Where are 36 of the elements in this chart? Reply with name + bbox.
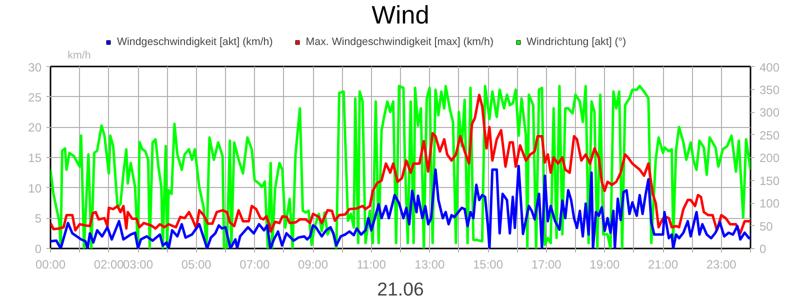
y2-tick-label: 50 [760, 219, 774, 234]
x-tick-label: 21:00 [648, 258, 678, 272]
y2-tick-label: 0 [760, 242, 766, 256]
x-tick-label: 03:00 [122, 258, 154, 272]
y-tick-label: 0 [34, 242, 42, 256]
y2-tick-label: 300 [760, 106, 780, 120]
y-axis-title: km/h [68, 50, 91, 62]
x-tick-label: 05:00 [181, 258, 212, 272]
y2-tick-label: 350 [760, 82, 780, 97]
x-tick-label: 17:00 [531, 258, 562, 272]
y2-tick-label: 400 [760, 60, 780, 74]
y-tick-label: 30 [28, 60, 42, 74]
y2-tick-label: 250 [760, 128, 780, 142]
x-tick-label: 02:00 [94, 258, 124, 272]
x-tick-label: 07:00 [240, 258, 270, 272]
legend-label: Max. Windgeschwindigkeit [max] (km/h) [306, 36, 494, 48]
x-tick-label: 13:00 [414, 258, 446, 272]
x-tick-label: 19:00 [590, 258, 620, 272]
line-series [50, 164, 750, 248]
x-axis-title: 21.06 [377, 278, 424, 300]
y-tick-label: 10 [28, 181, 42, 196]
x-tick-label: 15:00 [472, 258, 504, 272]
y2-tick-label: 150 [760, 174, 780, 188]
y-tick-label: 5 [34, 212, 42, 226]
x-tick-label: 11:00 [356, 258, 386, 272]
legend-label: Windgeschwindigkeit [akt] (km/h) [117, 36, 273, 48]
x-tick-label: 23:00 [706, 258, 737, 272]
y2-tick-label: 200 [760, 151, 780, 165]
y-tick-label: 25 [28, 90, 42, 104]
x-tick-label: 09:00 [298, 258, 328, 272]
x-tick-label: 00:00 [35, 258, 66, 272]
y-tick-label: 15 [28, 151, 42, 165]
legend-label: Windrichtung [akt] (°) [526, 36, 626, 48]
chart-title: Wind [372, 2, 430, 30]
y-tick-label: 20 [28, 120, 42, 135]
y2-tick-label: 100 [760, 196, 780, 210]
